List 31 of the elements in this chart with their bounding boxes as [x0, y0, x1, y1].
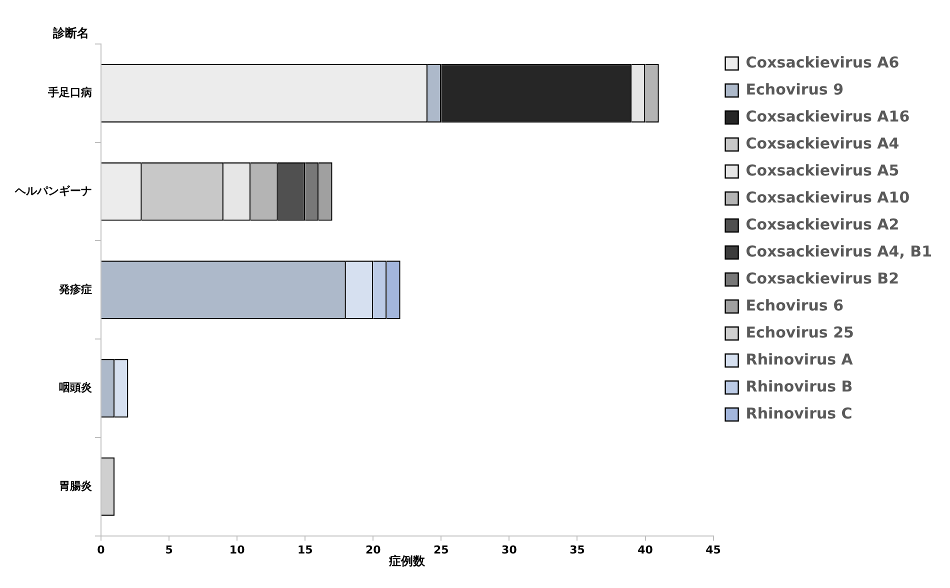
x-axis-title: 症例数 [388, 554, 426, 568]
x-tick-label: 20 [365, 543, 382, 556]
x-tick-label: 10 [229, 543, 246, 556]
y-tick-label: 発疹症 [58, 282, 92, 296]
x-tick-label: 25 [434, 543, 449, 556]
y-axis-title: 診断名 [52, 26, 89, 40]
legend-label: Echovirus 6 [746, 296, 844, 314]
legend-label: Coxsackievirus A2 [746, 215, 900, 234]
legend-label: Coxsackievirus A6 [746, 53, 900, 72]
x-tick-label: 5 [165, 543, 173, 556]
legend-label: Echovirus 25 [746, 323, 854, 342]
x-tick-label: 30 [502, 543, 518, 556]
legend-label: Coxsackievirus A16 [746, 107, 910, 126]
legend-label: Coxsackievirus A10 [746, 188, 910, 206]
legend-label: Rhinovirus A [746, 350, 854, 368]
legend-label: Coxsackievirus A4, B1 [746, 242, 932, 260]
y-tick-label: 手足口病 [47, 86, 92, 100]
legend-label: Rhinovirus B [746, 377, 853, 396]
legend-label: Rhinovirus C [746, 404, 852, 422]
x-tick-label: 40 [638, 543, 654, 556]
x-tick-label: 15 [297, 543, 313, 556]
x-tick-label: 35 [570, 543, 585, 556]
legend-label: Echovirus 9 [746, 80, 844, 98]
y-tick-label: ヘルパンギーナ [14, 184, 92, 198]
legend-label: Coxsackievirus B2 [746, 269, 900, 288]
y-tick-label: 胃腸炎 [59, 479, 93, 492]
x-tick-label: 0 [97, 543, 106, 556]
y-tick-label: 咽頭炎 [59, 381, 93, 394]
legend-label: Coxsackievirus A5 [746, 161, 900, 180]
legend-label: Coxsackievirus A4 [746, 134, 900, 152]
x-tick-label: 45 [706, 543, 721, 556]
